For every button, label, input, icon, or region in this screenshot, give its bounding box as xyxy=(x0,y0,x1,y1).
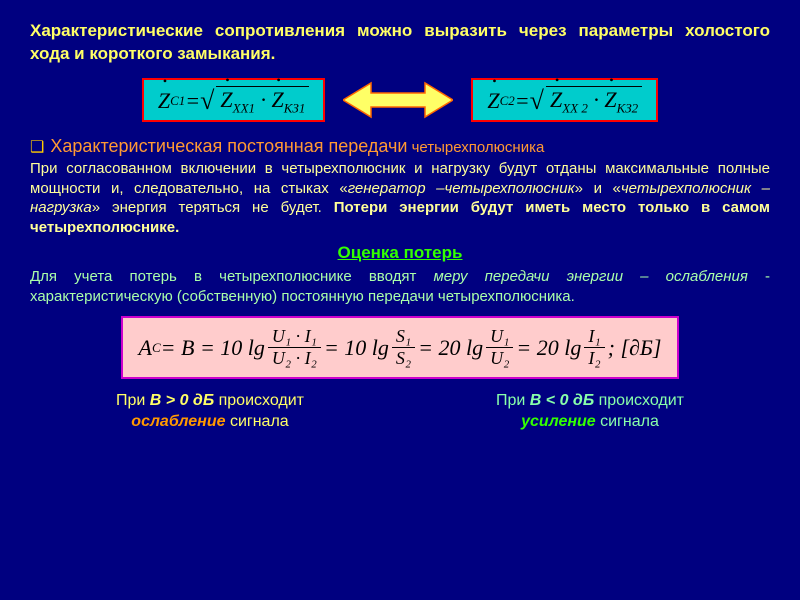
loss-heading: Оценка потерь xyxy=(30,243,770,263)
formula-zc2: ZC2 = √ ZXX 2 · ZКЗ2 xyxy=(471,78,658,122)
conditions-row: При B > 0 дБ происходит ослабление сигна… xyxy=(30,391,770,433)
condition-attenuation: При B > 0 дБ происходит ослабление сигна… xyxy=(116,391,304,433)
attenuation-formula: AC = B = 10 lg U₁ · I₁U₂ · I₂ = 10 lg S₁… xyxy=(121,316,680,379)
main-heading: Характеристические сопротивления можно в… xyxy=(30,20,770,66)
formula-row: ZC1 = √ ZXX1 · ZКЗ1 ZC2 = √ ZXX 2 · ZКЗ2 xyxy=(30,78,770,122)
paragraph-matched: При согласованном включении в четырехпол… xyxy=(30,159,770,237)
double-arrow-icon xyxy=(343,79,453,121)
formula-zc1: ZC1 = √ ZXX1 · ZКЗ1 xyxy=(142,78,326,122)
paragraph-loss: Для учета потерь в четырехполюснике ввод… xyxy=(30,267,770,306)
condition-gain: При B < 0 дБ происходит усиление сигнала xyxy=(496,391,684,433)
bullet-icon: ❑ xyxy=(30,139,44,156)
subsection-title: ❑Характеристическая постоянная передачи … xyxy=(30,136,770,157)
